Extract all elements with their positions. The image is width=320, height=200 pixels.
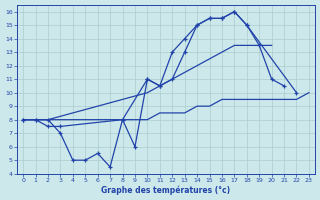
X-axis label: Graphe des températures (°c): Graphe des températures (°c) (101, 186, 231, 195)
